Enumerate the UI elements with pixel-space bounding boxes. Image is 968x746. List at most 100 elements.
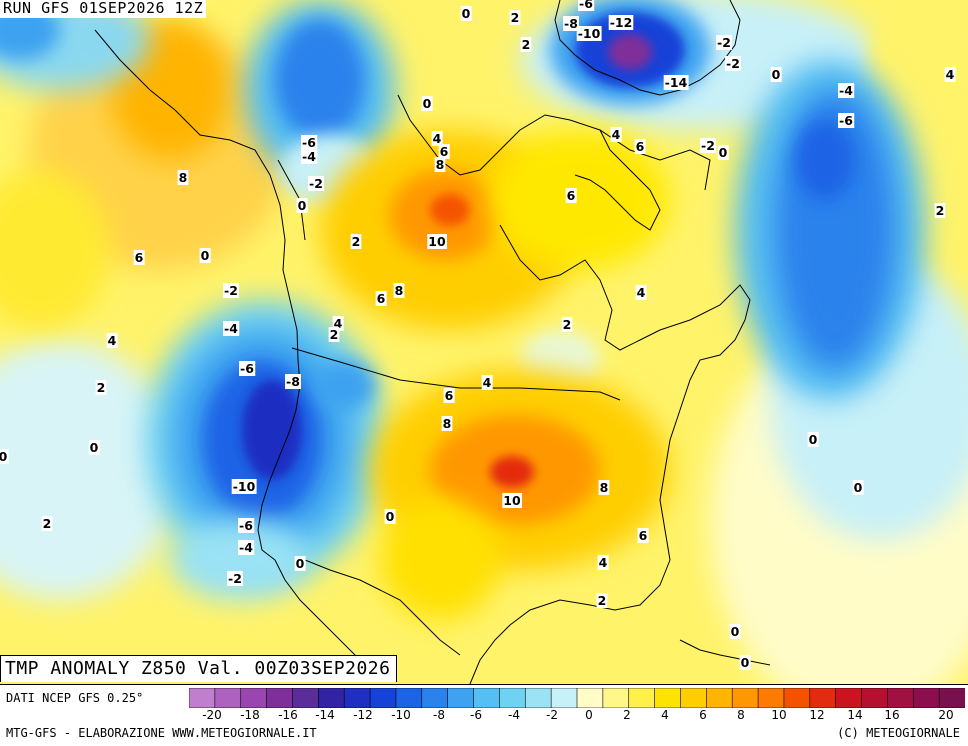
- color-scale-swatch: [499, 688, 527, 708]
- contour-value-label: 10: [503, 493, 521, 508]
- contour-value-label-background: [231, 479, 257, 494]
- color-scale-swatch: [861, 688, 889, 708]
- contour-value-label: 2: [511, 10, 520, 25]
- contour-value-label-background: [350, 234, 362, 249]
- contour-value-label-background: [481, 375, 493, 390]
- contour-value-label: 2: [43, 516, 52, 531]
- contour-value-label: 6: [445, 388, 454, 403]
- color-scale-tick-label: -12: [353, 708, 373, 722]
- contour-value-label: -6: [839, 113, 853, 128]
- contour-value-label: 0: [772, 67, 781, 82]
- contour-value-label: -4: [224, 321, 238, 336]
- contour-value-label-background: [502, 493, 522, 508]
- contour-value-label-background: [431, 131, 443, 146]
- color-scale-swatch: [654, 688, 682, 708]
- color-scale-swatch: [343, 688, 371, 708]
- color-scale-swatch: [550, 688, 578, 708]
- color-scale-swatch: [783, 688, 811, 708]
- color-scale-swatch: [369, 688, 397, 708]
- color-scale-tick-label: -4: [508, 708, 520, 722]
- contour-value-label-background: [238, 540, 255, 555]
- color-scale-swatch: [706, 688, 734, 708]
- contour-value-label-background: [88, 440, 100, 455]
- contour-value-label-background: [285, 374, 301, 389]
- contour-value-label-background: [944, 67, 956, 82]
- contour-value-label-background: [223, 283, 239, 298]
- color-scale-swatch: [266, 688, 294, 708]
- color-scale-swatch: [731, 688, 759, 708]
- map-canvas: 0 22-6-8 -12-10-14-2-20 40-4-646 -2 0468-6-48…: [0, 0, 968, 684]
- anomaly-title: TMP ANOMALY Z850 Val. 00Z03SEP2026: [0, 655, 398, 682]
- contour-value-label-background: [635, 285, 647, 300]
- color-scale-tick-label: -18: [240, 708, 260, 722]
- contour-value-label: 0: [462, 6, 471, 21]
- contour-value-label-background: [509, 10, 521, 25]
- color-scale-swatch: [628, 688, 656, 708]
- contour-value-label-background: [301, 149, 318, 164]
- contour-value-label-background: [133, 250, 145, 265]
- color-scale-swatch: [447, 688, 475, 708]
- contour-value-label: 0: [854, 480, 863, 495]
- contour-value-label: 6: [639, 528, 648, 543]
- contour-value-label-background: [438, 144, 450, 159]
- contour-value-label: 8: [443, 416, 452, 431]
- contour-value-label-background: [934, 203, 946, 218]
- color-scale-tick-label: 6: [699, 708, 707, 722]
- color-scale-tick-label: 12: [809, 708, 825, 722]
- color-scale-tick-label: -6: [470, 708, 482, 722]
- data-source-label: DATI NCEP GFS 0.25°: [6, 691, 144, 705]
- contour-value-label: -8: [564, 16, 578, 31]
- contour-value-label: -2: [228, 571, 242, 586]
- contour-value-label: 4: [946, 67, 955, 82]
- color-scale-tick-label: -10: [391, 708, 411, 722]
- contour-value-label: 8: [436, 157, 445, 172]
- contour-value-label: 2: [522, 37, 531, 52]
- contour-value-label-background: [393, 283, 405, 298]
- contour-value-label-background: [227, 571, 243, 586]
- color-scale-swatch: [602, 688, 630, 708]
- color-scale-swatch: [680, 688, 708, 708]
- contour-value-label: 4: [612, 127, 621, 142]
- contour-value-label-background: [223, 321, 240, 336]
- contour-value-label: -10: [578, 26, 601, 41]
- contour-value-label: 6: [567, 188, 576, 203]
- contour-value-label-background: [41, 516, 53, 531]
- contour-value-label-background: [332, 316, 344, 331]
- contour-value-label: -6: [579, 0, 593, 11]
- contour-value-label-background: [441, 416, 453, 431]
- contour-value-label: -2: [726, 56, 740, 71]
- color-scale-tick-label: -8: [433, 708, 445, 722]
- contour-value-label: -8: [286, 374, 300, 389]
- contour-value-label: 4: [637, 285, 646, 300]
- contour-value-label: 0: [741, 655, 750, 670]
- color-scale-tick-label: -2: [546, 708, 558, 722]
- contour-value-label-background: [578, 0, 595, 11]
- contour-value-label: 2: [352, 234, 361, 249]
- contour-value-label-background: [565, 188, 577, 203]
- copyright-label: (C) METEOGIORNALE: [837, 726, 960, 740]
- color-scale-tick-label: -14: [315, 708, 335, 722]
- contour-value-label-background: [238, 518, 255, 533]
- color-scale-swatch: [292, 688, 320, 708]
- contour-value-label: -14: [665, 75, 688, 90]
- contour-value-label: 6: [440, 144, 449, 159]
- contour-value-label: 0: [809, 432, 818, 447]
- color-scale-swatch: [576, 688, 604, 708]
- contour-value-label: 2: [936, 203, 945, 218]
- contour-value-label: 0: [296, 556, 305, 571]
- color-scale-tick-label: -16: [278, 708, 298, 722]
- color-scale-swatch: [757, 688, 785, 708]
- contour-value-label-background: [328, 327, 340, 342]
- color-scale-swatch: [473, 688, 501, 708]
- contour-value-label: 4: [433, 131, 442, 146]
- contour-value-label: -10: [233, 479, 256, 494]
- contour-value-label-background: [0, 449, 9, 464]
- contour-value-label-background: [296, 198, 308, 213]
- contour-value-label-background: [443, 388, 455, 403]
- contour-value-label: 6: [135, 250, 144, 265]
- contour-value-label: -4: [839, 83, 853, 98]
- contour-value-label-background: [637, 528, 649, 543]
- color-scale-tick-label: 20: [938, 708, 954, 722]
- color-scale-swatch: [887, 688, 915, 708]
